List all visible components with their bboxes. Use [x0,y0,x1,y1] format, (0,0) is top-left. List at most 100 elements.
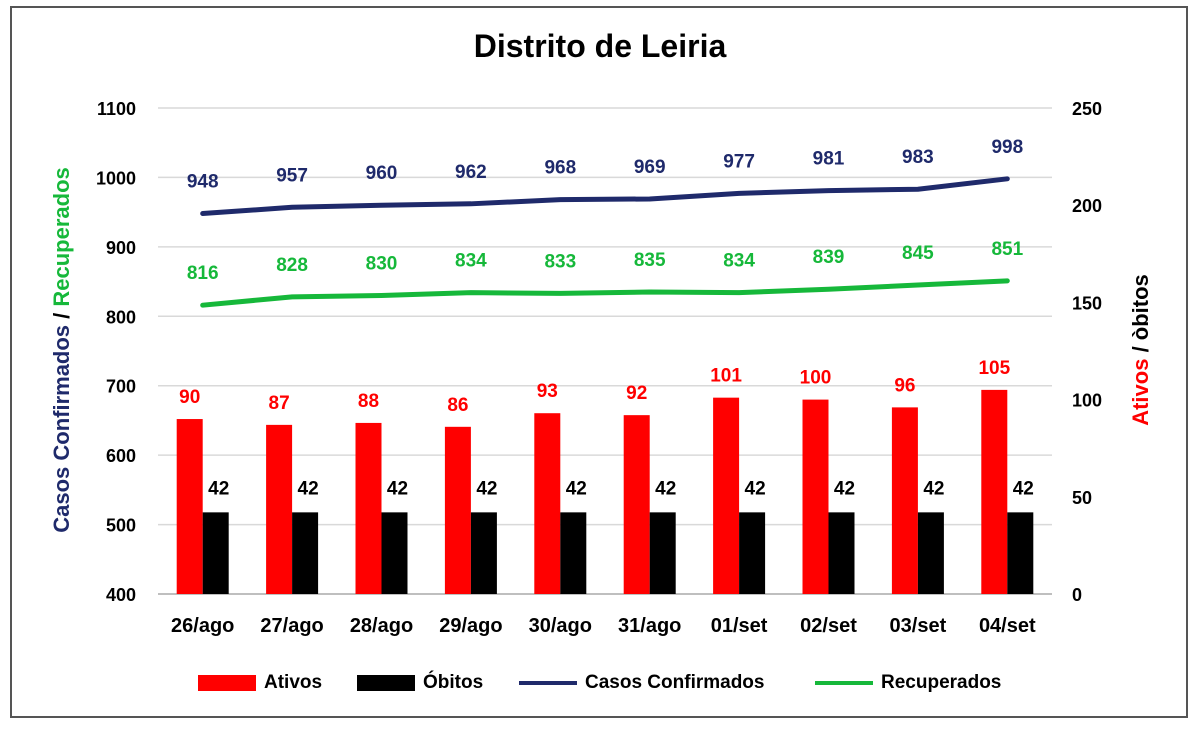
data-label-ativos: 100 [800,368,832,389]
legend-item: Casos Confirmados [519,668,764,698]
left-axis-tick-label: 900 [106,238,136,258]
left-axis-tick-label: 600 [106,446,136,466]
right-axis-tick-label: 0 [1072,585,1082,605]
data-label-recuperados: 830 [366,253,398,274]
legend-item: Recuperados [815,668,1001,698]
data-label-ativos: 88 [358,391,379,412]
x-axis-tick-label: 31/ago [618,615,681,637]
data-label-recuperados: 816 [187,263,219,284]
data-label-ativos: 86 [447,395,468,416]
bar-obitos [828,512,855,594]
x-axis-tick-label: 30/ago [529,615,592,637]
data-label-casos-confirmados: 969 [634,157,666,178]
data-label-recuperados: 851 [991,239,1023,260]
bar-obitos [560,512,587,594]
x-axis-tick-label: 02/set [800,615,857,637]
right-axis-tick-label: 250 [1072,99,1102,119]
bar-ativos [444,426,471,594]
data-label-ativos: 96 [894,375,915,396]
right-axis-tick-label: 150 [1072,293,1102,313]
data-label-obitos: 42 [208,478,229,499]
right-axis-tick-label: 50 [1072,488,1092,508]
x-axis-tick-label: 28/ago [350,615,413,637]
bar-obitos [292,512,319,594]
data-label-ativos: 93 [537,381,558,402]
bar-obitos [202,512,229,594]
data-label-recuperados: 834 [723,251,755,272]
right-axis-tick-label: 100 [1072,391,1102,411]
legend-label: Óbitos [423,672,484,693]
data-label-casos-confirmados: 948 [187,172,219,193]
data-label-ativos: 87 [269,393,290,414]
data-label-recuperados: 845 [902,243,934,264]
left-axis-tick-label: 500 [106,516,136,536]
data-label-casos-confirmados: 957 [276,165,308,186]
x-axis-tick-label: 29/ago [439,615,502,637]
bar-obitos [917,512,944,594]
data-label-recuperados: 828 [276,255,308,276]
data-label-obitos: 42 [298,478,319,499]
bar-obitos [470,512,497,594]
left-axis-tick-label: 700 [106,377,136,397]
x-axis-tick-label: 03/set [890,615,947,637]
data-label-casos-confirmados: 981 [813,149,845,170]
data-label-obitos: 42 [745,478,766,499]
data-label-obitos: 42 [923,478,944,499]
data-label-ativos: 92 [626,383,647,404]
left-axis-tick-label: 1000 [96,168,136,188]
data-label-recuperados: 835 [634,250,666,271]
bar-ativos [802,399,829,594]
data-label-casos-confirmados: 962 [455,162,487,183]
legend-swatch [198,675,256,691]
data-label-obitos: 42 [1013,478,1034,499]
right-axis-tick-label: 200 [1072,196,1102,216]
x-axis-tick-label: 26/ago [171,615,234,637]
bar-obitos [1007,512,1034,594]
bar-ativos [623,415,650,594]
line-casos-confirmados [200,176,1010,217]
bar-obitos [739,512,766,594]
data-label-casos-confirmados: 998 [991,137,1023,158]
x-axis-tick-label: 04/set [979,615,1036,637]
bar-ativos [713,397,740,594]
legend-label: Ativos [264,672,323,693]
bar-ativos [891,407,918,594]
data-label-obitos: 42 [387,478,408,499]
data-label-recuperados: 834 [455,251,487,272]
bar-obitos [381,512,408,594]
data-label-obitos: 42 [566,478,587,499]
data-label-casos-confirmados: 968 [544,158,576,179]
legend-swatch [519,681,577,685]
bar-ativos [355,422,382,594]
legend-swatch [815,681,873,685]
bar-ativos [176,419,203,594]
bar-ativos [981,389,1008,594]
x-axis-tick-label: 27/ago [260,615,323,637]
data-label-obitos: 42 [476,478,497,499]
left-axis-tick-label: 1100 [97,99,136,119]
legend-label: Recuperados [881,672,1002,693]
data-label-casos-confirmados: 977 [723,151,755,172]
left-axis-tick-label: 400 [106,585,136,605]
chart-frame [10,6,1188,718]
legend-item: Ativos [198,668,322,698]
data-label-ativos: 90 [179,387,200,408]
legend-swatch [357,675,415,691]
chart-title: Distrito de Leiria [473,28,727,64]
data-label-recuperados: 839 [813,247,845,268]
line-recuperados [200,278,1010,308]
legend: Ativos Óbitos Casos Confirmados Recuperados [0,668,1200,698]
left-axis-tick-label: 800 [106,307,136,327]
data-label-obitos: 42 [655,478,676,499]
data-label-casos-confirmados: 960 [366,163,398,184]
bar-ativos [534,413,561,594]
data-label-ativos: 105 [978,358,1010,379]
data-label-obitos: 42 [834,478,855,499]
data-label-ativos: 101 [710,366,742,387]
bar-obitos [649,512,676,594]
x-axis-tick-label: 01/set [711,615,768,637]
legend-item: Óbitos [357,668,483,698]
data-label-recuperados: 833 [544,251,576,272]
legend-label: Casos Confirmados [585,672,765,693]
